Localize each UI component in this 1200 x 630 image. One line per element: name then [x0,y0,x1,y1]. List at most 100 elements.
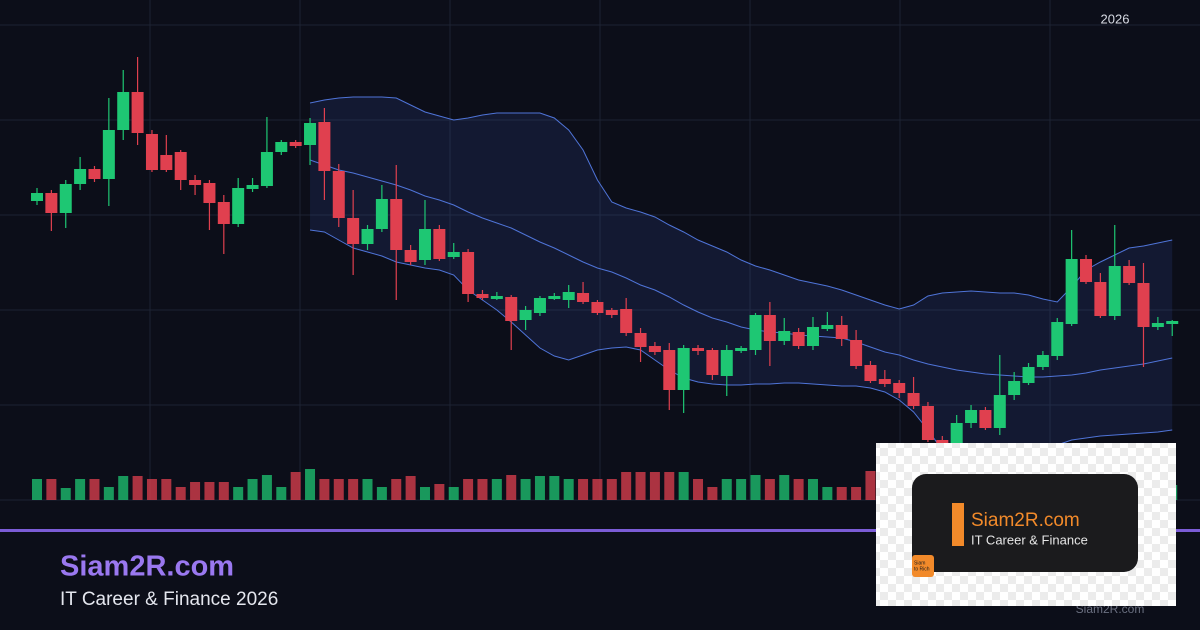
candle-body [31,193,43,201]
volume-bar [836,487,847,500]
volume-bar [376,487,387,500]
candle-body [462,252,475,294]
candle-body [404,250,417,262]
volume-bar [118,476,129,500]
divider [0,529,1200,532]
candle-body [45,193,58,213]
volume-bar [32,479,42,500]
candle-body [203,183,216,203]
volume-bar [161,479,172,500]
band-fill [310,97,1173,475]
volume-bar [333,479,344,500]
icon-text: to Rich [914,566,930,572]
logo-overlay: Siam2R.com IT Career & Finance Siam to R… [876,443,1176,606]
volume-bar [190,482,201,500]
candle-body [778,331,791,341]
candle-body [735,348,748,351]
candle-body [562,292,575,300]
candle-body [907,393,920,406]
candle-body [634,333,647,347]
candle-body [289,142,302,146]
tagline: IT Career & Finance 2026 [60,589,278,610]
volume-bar [46,479,57,500]
candle-body [591,302,604,313]
volume-bar [793,479,804,500]
volume-bar [563,479,574,500]
candle-body [117,92,130,130]
volume-bar [319,479,330,500]
volume-bar [736,479,747,500]
volume-bar [103,487,114,500]
candle-body [749,315,762,350]
candle-body [1137,283,1150,327]
candle-body [979,410,992,428]
candle-body [102,130,115,179]
candle-body [232,188,245,224]
candle-body [950,423,963,445]
logo-icon [912,555,934,577]
volume-bar [132,476,143,500]
volume-bar [448,487,459,500]
candle-body [706,350,719,375]
candle-body [1151,323,1164,327]
volume-bar [276,487,287,500]
volume-bar [606,479,617,500]
volume-bar [851,487,862,500]
volume-bar [779,475,790,500]
candle-body [447,252,460,257]
volume-bar [434,484,445,500]
candle-body [663,350,676,390]
band-upper [309,96,1173,310]
candle-body [476,294,489,298]
candle-body [605,310,618,315]
candle-body [189,180,202,185]
candle-body [131,92,144,133]
candle-body [361,229,374,244]
volume-bar [506,475,517,500]
candle-body [145,134,158,170]
candle-body [763,315,776,341]
candle-body [548,296,561,299]
candle-body [260,152,273,186]
candle-body [59,184,72,213]
candle-body [835,325,848,339]
candle-body [533,298,546,313]
volume-bar [247,479,258,500]
candle-body [275,142,288,152]
icon-text: Siam [914,560,925,566]
candle-body [332,171,345,218]
volume-bar [822,487,833,500]
candle-body [1108,266,1121,316]
candle-body [1123,266,1136,283]
candle-body [1022,367,1035,383]
candle-body [1051,322,1064,356]
candle-body [74,169,87,184]
volume-bar [649,472,660,500]
candle-body [519,310,532,320]
candle-body [864,365,877,381]
volume-bar [362,479,373,500]
volume-bar [491,479,502,500]
volume-bar [146,479,157,500]
candle-body [648,346,661,352]
candle-body [160,155,173,170]
candle-body [821,325,834,329]
candle-body [174,152,187,180]
site-name: Siam2R.com [60,551,234,583]
volume-bar [578,479,589,500]
candle-body [1036,355,1049,367]
volume-bar [175,487,186,500]
candle-body [490,296,503,299]
volume-bar [764,479,775,500]
candle-body [965,410,978,423]
volume-bar [707,487,718,500]
logo-subtitle: IT Career & Finance [971,532,1088,547]
candle-body [1166,321,1179,324]
candle-body [878,379,891,384]
volume-bar [233,487,244,500]
logo-title: Siam2R.com [971,510,1080,531]
candle-body [620,309,633,333]
candle-body [418,229,431,260]
logo-card [912,474,1138,572]
